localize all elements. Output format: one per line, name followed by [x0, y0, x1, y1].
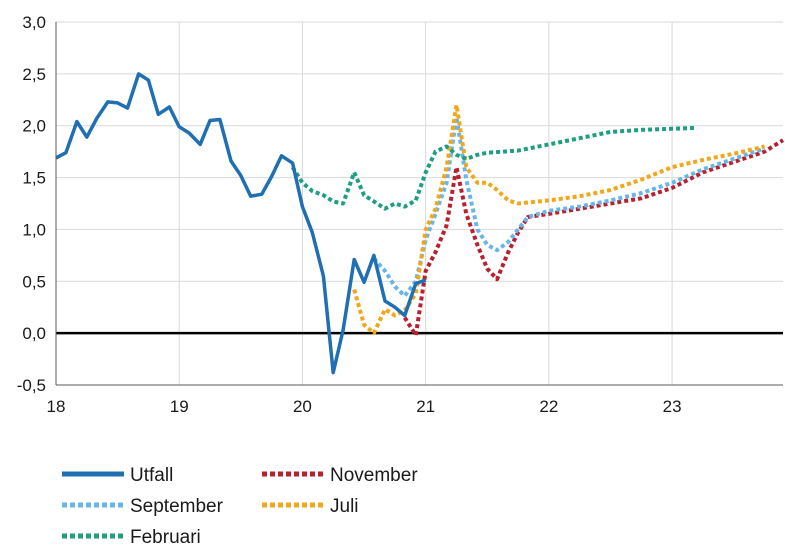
- x-tick-label: 22: [539, 397, 558, 416]
- legend-item-utfall: Utfall: [62, 465, 173, 486]
- legend-label: Februari: [130, 527, 201, 547]
- y-tick-label: 1,0: [22, 220, 46, 239]
- gridlines: [55, 21, 783, 386]
- series-lines: [55, 72, 785, 375]
- y-tick-label: -0,5: [17, 376, 46, 395]
- x-tick-label: 21: [416, 397, 435, 416]
- legend-item-juli: Juli: [262, 496, 359, 517]
- x-tick-label: 18: [47, 397, 66, 416]
- y-tick-label: 0,5: [22, 272, 46, 291]
- y-tick-label: 0,0: [22, 324, 46, 343]
- legend: Utfall November September Juli Februari: [62, 465, 418, 548]
- y-tick-label: 2,5: [22, 65, 46, 84]
- legend-item-februari: Februari: [62, 527, 201, 548]
- legend-item-november: November: [262, 465, 418, 486]
- y-tick-label: 1,5: [22, 169, 46, 188]
- series-line-september: [372, 115, 766, 298]
- legend-item-september: September: [62, 496, 224, 517]
- series-line-februari: [290, 125, 697, 211]
- legend-label: November: [330, 465, 418, 486]
- legend-label: Juli: [330, 496, 359, 517]
- x-tick-label: 20: [293, 397, 312, 416]
- y-tick-label: 3,0: [22, 13, 46, 32]
- series-line-utfall: [55, 72, 427, 375]
- legend-label: September: [130, 496, 224, 517]
- y-tick-label: 2,0: [22, 117, 46, 136]
- x-tick-label: 19: [170, 397, 189, 416]
- x-tick-label: 23: [663, 397, 682, 416]
- legend-label: Utfall: [130, 465, 173, 486]
- series-line-juli: [352, 103, 765, 336]
- axes: 3,0 2,5 2,0 1,5 1,0 0,5 0,0 -0,518 19 20 21 22 23: [17, 13, 783, 416]
- series-line-november: [403, 138, 785, 338]
